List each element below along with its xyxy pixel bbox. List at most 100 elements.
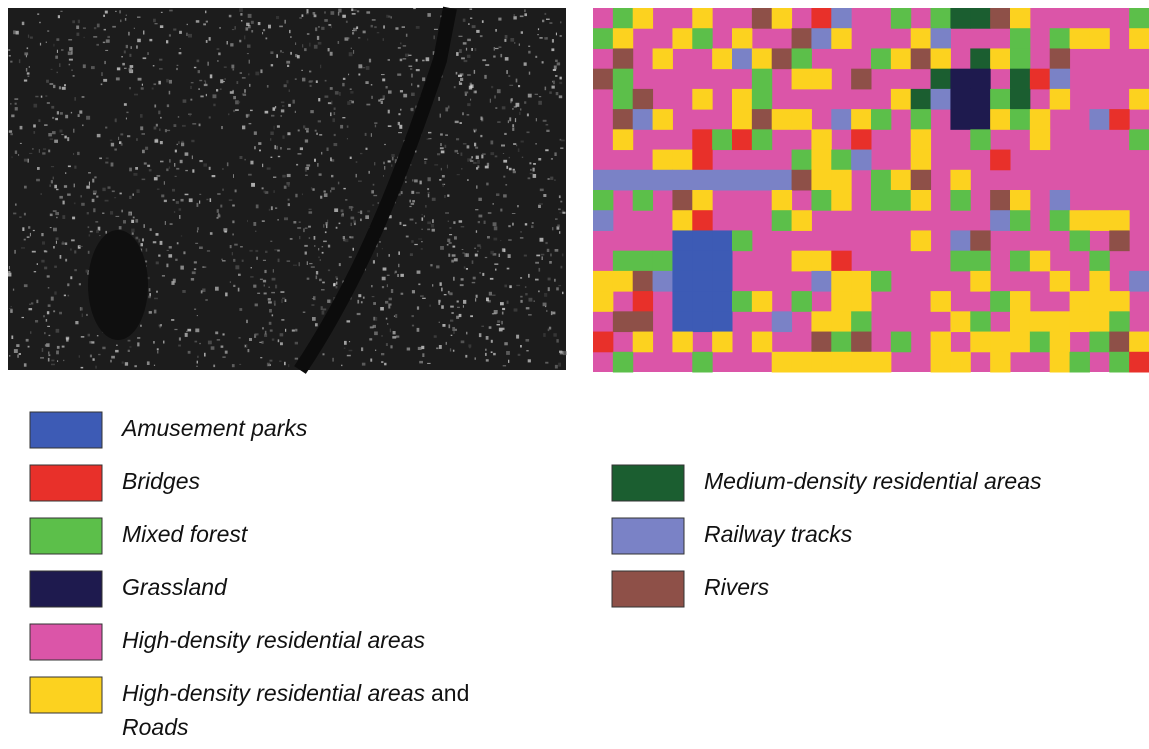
texture xyxy=(327,244,331,248)
texture xyxy=(456,315,460,319)
texture xyxy=(422,353,425,357)
texture xyxy=(145,146,149,150)
texture xyxy=(467,103,471,107)
texture xyxy=(77,114,80,117)
texture xyxy=(77,151,80,156)
texture xyxy=(555,59,558,62)
texture xyxy=(415,69,420,72)
texture xyxy=(288,89,290,92)
texture xyxy=(388,297,392,301)
texture xyxy=(287,184,290,187)
texture xyxy=(353,219,356,223)
texture xyxy=(540,253,545,256)
texture xyxy=(506,267,510,270)
texture xyxy=(168,79,172,84)
texture xyxy=(85,269,89,273)
texture xyxy=(309,70,312,73)
texture xyxy=(39,21,41,24)
map-cell xyxy=(672,230,693,252)
texture xyxy=(394,270,397,274)
map-cell xyxy=(791,351,812,373)
texture xyxy=(176,67,178,71)
map-cell xyxy=(1069,291,1090,312)
texture xyxy=(428,138,432,140)
texture xyxy=(152,65,155,67)
texture xyxy=(512,170,516,174)
texture xyxy=(46,102,50,104)
texture xyxy=(333,143,338,147)
map-cell xyxy=(612,109,634,130)
texture xyxy=(125,14,127,16)
texture xyxy=(204,352,206,357)
texture xyxy=(427,221,431,225)
map-cell xyxy=(672,149,693,171)
texture xyxy=(350,91,354,94)
texture xyxy=(69,47,73,51)
texture xyxy=(289,29,291,34)
map-cell xyxy=(1069,311,1090,333)
texture xyxy=(555,32,557,36)
texture xyxy=(270,206,273,211)
texture xyxy=(262,327,264,330)
map-cell xyxy=(1010,88,1031,110)
texture xyxy=(321,151,323,155)
texture xyxy=(143,260,148,263)
texture xyxy=(399,58,403,62)
texture xyxy=(95,365,97,369)
texture xyxy=(200,95,204,98)
texture xyxy=(355,173,357,178)
texture xyxy=(421,345,425,350)
texture xyxy=(508,156,510,159)
map-cell xyxy=(950,351,971,373)
texture xyxy=(360,210,363,215)
texture xyxy=(116,344,118,346)
texture xyxy=(47,30,50,32)
texture xyxy=(72,75,75,77)
legend-label: Bridges xyxy=(122,468,200,494)
texture xyxy=(280,109,285,113)
texture xyxy=(562,291,564,295)
texture xyxy=(130,46,132,49)
texture xyxy=(544,86,547,91)
texture xyxy=(74,250,77,254)
texture xyxy=(411,92,415,96)
texture xyxy=(160,116,162,119)
texture xyxy=(101,72,103,76)
texture xyxy=(453,276,455,281)
texture xyxy=(268,301,272,304)
texture xyxy=(486,162,490,166)
texture xyxy=(153,364,156,366)
texture xyxy=(249,249,253,252)
map-cell xyxy=(1129,351,1149,373)
texture xyxy=(33,124,36,128)
texture xyxy=(422,297,426,299)
texture xyxy=(381,74,385,76)
map-cell xyxy=(811,8,832,29)
texture xyxy=(216,339,221,341)
texture xyxy=(64,84,66,87)
texture xyxy=(497,121,501,123)
texture xyxy=(558,208,561,211)
map-cell xyxy=(1010,28,1031,49)
texture xyxy=(560,200,563,203)
texture xyxy=(385,86,388,89)
texture xyxy=(163,181,165,185)
texture xyxy=(148,295,151,299)
map-cell xyxy=(950,88,971,110)
texture xyxy=(237,287,240,292)
texture xyxy=(176,167,180,170)
texture xyxy=(317,163,319,167)
map-cell xyxy=(1010,291,1031,312)
texture xyxy=(387,215,392,219)
map-cell xyxy=(831,149,852,171)
texture xyxy=(382,78,386,82)
texture xyxy=(315,27,318,32)
texture xyxy=(129,195,132,199)
map-cell xyxy=(791,169,812,191)
texture xyxy=(38,149,40,153)
texture xyxy=(333,133,336,137)
texture xyxy=(351,13,356,15)
texture xyxy=(44,266,48,270)
texture xyxy=(53,84,56,89)
map-cell xyxy=(1049,210,1071,231)
